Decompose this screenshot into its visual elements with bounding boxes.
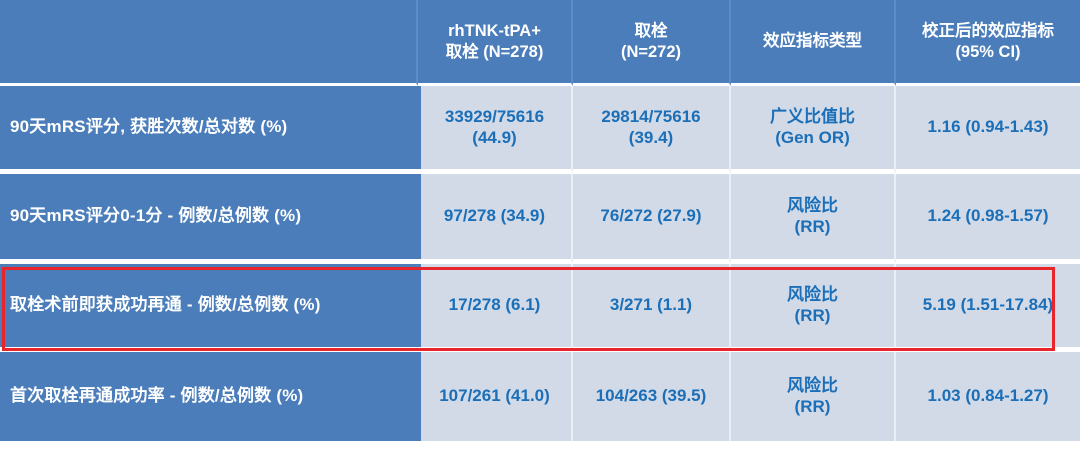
table-header-cell-effect-type: 效应指标类型 (731, 0, 896, 86)
table-cell-effect-estimate: 5.19 (1.51-17.84) (896, 264, 1080, 352)
table-cell-effect-type: 风险比 (RR) (731, 174, 896, 264)
table-row: 首次取栓再通成功率 - 例数/总例数 (%) (0, 352, 418, 441)
table-cell-effect-estimate: 1.16 (0.94-1.43) (896, 86, 1080, 174)
table-header-cell-control: 取栓 (N=272) (573, 0, 731, 86)
table-cell-treatment: 33929/75616 (44.9) (418, 86, 573, 174)
table-cell-control: 29814/75616 (39.4) (573, 86, 731, 174)
table-cell-treatment: 107/261 (41.0) (418, 352, 573, 441)
table-cell-effect-type: 风险比 (RR) (731, 352, 896, 441)
table-cell-control: 76/272 (27.9) (573, 174, 731, 264)
table-cell-treatment: 17/278 (6.1) (418, 264, 573, 352)
table-header-cell-treatment: rhTNK-tPA+ 取栓 (N=278) (418, 0, 573, 86)
table-header-cell-metric (0, 0, 418, 86)
table-row: 90天mRS评分0-1分 - 例数/总例数 (%) (0, 174, 418, 264)
table-cell-effect-type: 风险比 (RR) (731, 264, 896, 352)
table-cell-effect-estimate: 1.24 (0.98-1.57) (896, 174, 1080, 264)
table-cell-treatment: 97/278 (34.9) (418, 174, 573, 264)
table-cell-effect-type: 广义比值比 (Gen OR) (731, 86, 896, 174)
table-header-cell-effect-estimate: 校正后的效应指标 (95% CI) (896, 0, 1080, 86)
table-row: 90天mRS评分, 获胜次数/总对数 (%) (0, 86, 418, 174)
table-cell-control: 3/271 (1.1) (573, 264, 731, 352)
table-cell-control: 104/263 (39.5) (573, 352, 731, 441)
table-cell-effect-estimate: 1.03 (0.84-1.27) (896, 352, 1080, 441)
table-row-highlighted: 取栓术前即获成功再通 - 例数/总例数 (%) (0, 264, 418, 352)
